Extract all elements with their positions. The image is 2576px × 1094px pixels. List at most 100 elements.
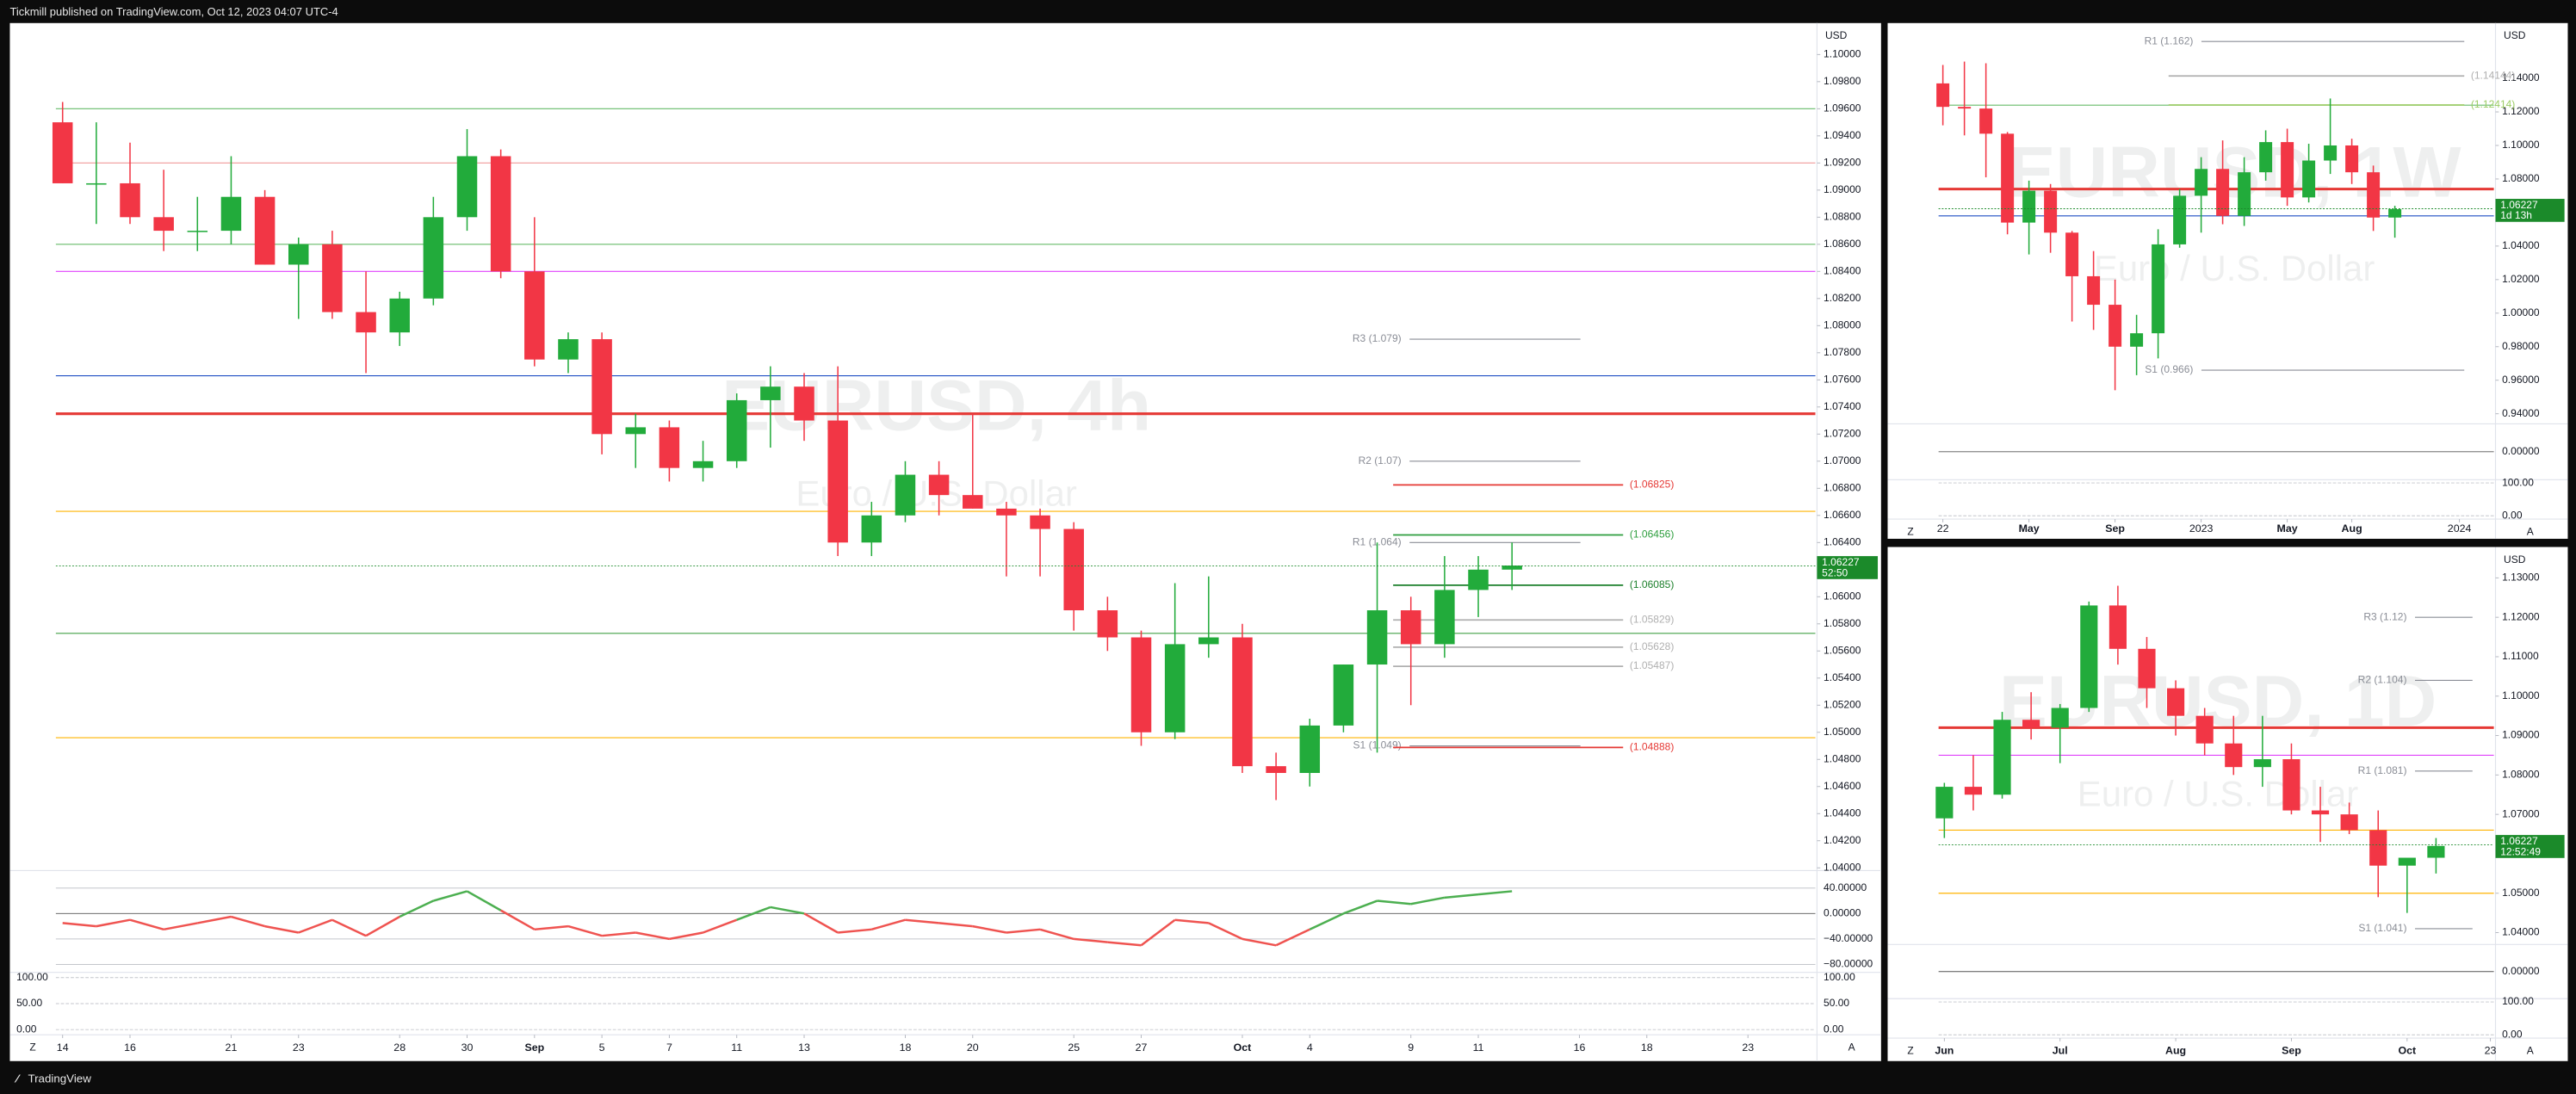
pivot-label: S1 (0.966) [2145, 363, 2193, 375]
price-level-label: (1.06456) [1630, 528, 1674, 541]
indicator-segment [770, 905, 805, 915]
candle-body [322, 244, 343, 312]
y-tick-label: 0.96000 [2502, 374, 2540, 386]
indicator-tick-label: −40.00000 [1824, 932, 1873, 944]
x-tick-label: 11 [1473, 1041, 1484, 1054]
y-tick-label: 1.05400 [1824, 671, 1861, 683]
candle-body [2108, 605, 2127, 649]
y-tick-label: 1.02000 [2502, 273, 2540, 285]
candle-body [2087, 275, 2101, 306]
y-tick-label: 1.04400 [1824, 807, 1861, 819]
candle-body [1198, 637, 1219, 645]
x-tick-label: 18 [1641, 1041, 1653, 1054]
x-tick-label: 2024 [2448, 522, 2472, 535]
scale-button[interactable]: A [1848, 1041, 1855, 1054]
candle-body [423, 217, 444, 299]
candle-body [490, 156, 511, 272]
y-tick-label: 1.05000 [1824, 726, 1861, 738]
indicator-tick-label: 40.00000 [1824, 881, 1867, 893]
x-tick-label: 14 [57, 1041, 69, 1054]
candle-body [1030, 515, 1050, 529]
y-tick-label: 0.94000 [2502, 407, 2540, 419]
bar-countdown: 52:50 [1822, 566, 1848, 578]
candle-body [2216, 169, 2230, 216]
candle-body [2044, 190, 2058, 233]
y-tick-label: 1.04200 [1824, 834, 1861, 846]
candle-body [2427, 845, 2445, 858]
indicator-segment [1275, 928, 1310, 947]
bar-countdown: 1d 13h [2500, 209, 2532, 221]
x-tick-label: 30 [461, 1041, 474, 1054]
scale-button[interactable]: Z [1907, 1044, 1913, 1056]
candle-body [659, 427, 680, 468]
x-tick-label: 4 [1307, 1041, 1313, 1054]
x-tick-label: 21 [226, 1041, 238, 1054]
chart-panel [1887, 22, 2568, 539]
watermark-description: Euro / U.S. Dollar [2094, 248, 2375, 288]
candle-body [827, 420, 848, 543]
x-tick-label: Oct [1234, 1041, 1252, 1054]
indicator-segment [736, 905, 771, 921]
indicator-tick-label: 100.00 [2502, 995, 2534, 1007]
candle-body [456, 156, 478, 218]
candle-body [1299, 725, 1321, 774]
candle-body [120, 182, 140, 218]
x-tick-label: 23 [2485, 1045, 2497, 1057]
last-price-label: 1.06227 [1822, 556, 1860, 568]
candle-body [1063, 528, 1084, 611]
indicator-segment [433, 890, 468, 902]
pivot-label: R3 (1.12) [2363, 610, 2406, 622]
candle-body [558, 339, 579, 360]
candle-body [928, 474, 950, 496]
candle-body [2345, 145, 2359, 173]
indicator-segment [399, 899, 434, 918]
x-tick-label: 27 [1136, 1041, 1148, 1054]
candle-body [2195, 715, 2214, 744]
scale-button[interactable]: Z [29, 1041, 35, 1054]
scale-button[interactable]: A [2527, 525, 2534, 537]
scale-button[interactable]: Z [1907, 525, 1913, 537]
y-tick-label: 1.14000 [2502, 71, 2540, 83]
indicator-segment [1039, 928, 1074, 941]
indicator-tick-label: 50.00 [1824, 997, 1849, 1009]
price-level-label: (1.06825) [1630, 479, 1674, 491]
y-tick-label: 1.08400 [1824, 264, 1861, 276]
candle-body [2282, 759, 2300, 811]
candle-body [2152, 244, 2165, 334]
candle-body [996, 508, 1017, 516]
indicator-tick-label: 0.00 [2502, 509, 2523, 521]
x-tick-label: 16 [124, 1041, 136, 1054]
indicator-segment [1140, 918, 1176, 947]
y-tick-label: 1.13000 [2502, 572, 2540, 584]
candle-body [2195, 169, 2208, 196]
candle-body [2130, 333, 2144, 347]
candle-body [254, 196, 276, 265]
indicator-segment [1174, 918, 1209, 924]
candle-body [1979, 108, 1993, 134]
y-tick-label: 1.11000 [2502, 650, 2539, 662]
footer-brand: TradingView [28, 1072, 91, 1085]
pivot-label: S1 (1.041) [2358, 922, 2406, 934]
y-tick-label: 1.08600 [1824, 238, 1861, 250]
x-tick-label: 7 [666, 1041, 672, 1054]
pivot-label: R3 (1.079) [1353, 332, 1402, 344]
candle-body [220, 196, 242, 232]
y-tick-label: 1.09200 [1824, 157, 1861, 169]
y-tick-label: 1.06000 [1824, 590, 1861, 602]
indicator-segment [635, 931, 670, 941]
currency-label: USD [2504, 29, 2526, 41]
candle-body [1993, 720, 2011, 795]
y-tick-label: 1.07800 [1824, 346, 1861, 358]
candle-body [1964, 787, 1983, 795]
indicator-segment [1377, 899, 1411, 905]
scale-button[interactable]: A [2527, 1044, 2534, 1056]
price-level-label: (1.05829) [1630, 613, 1674, 625]
y-tick-label: 1.12000 [2502, 610, 2540, 622]
x-tick-label: Sep [524, 1041, 544, 1054]
y-tick-label: 1.06800 [1824, 481, 1861, 493]
x-tick-label: 23 [293, 1041, 305, 1054]
y-tick-label: 1.10000 [2502, 689, 2540, 702]
indicator-tick-label-left: 100.00 [16, 971, 48, 983]
indicator-tick-label: −80.00000 [1824, 958, 1873, 970]
y-tick-label: 1.08800 [1824, 211, 1861, 223]
